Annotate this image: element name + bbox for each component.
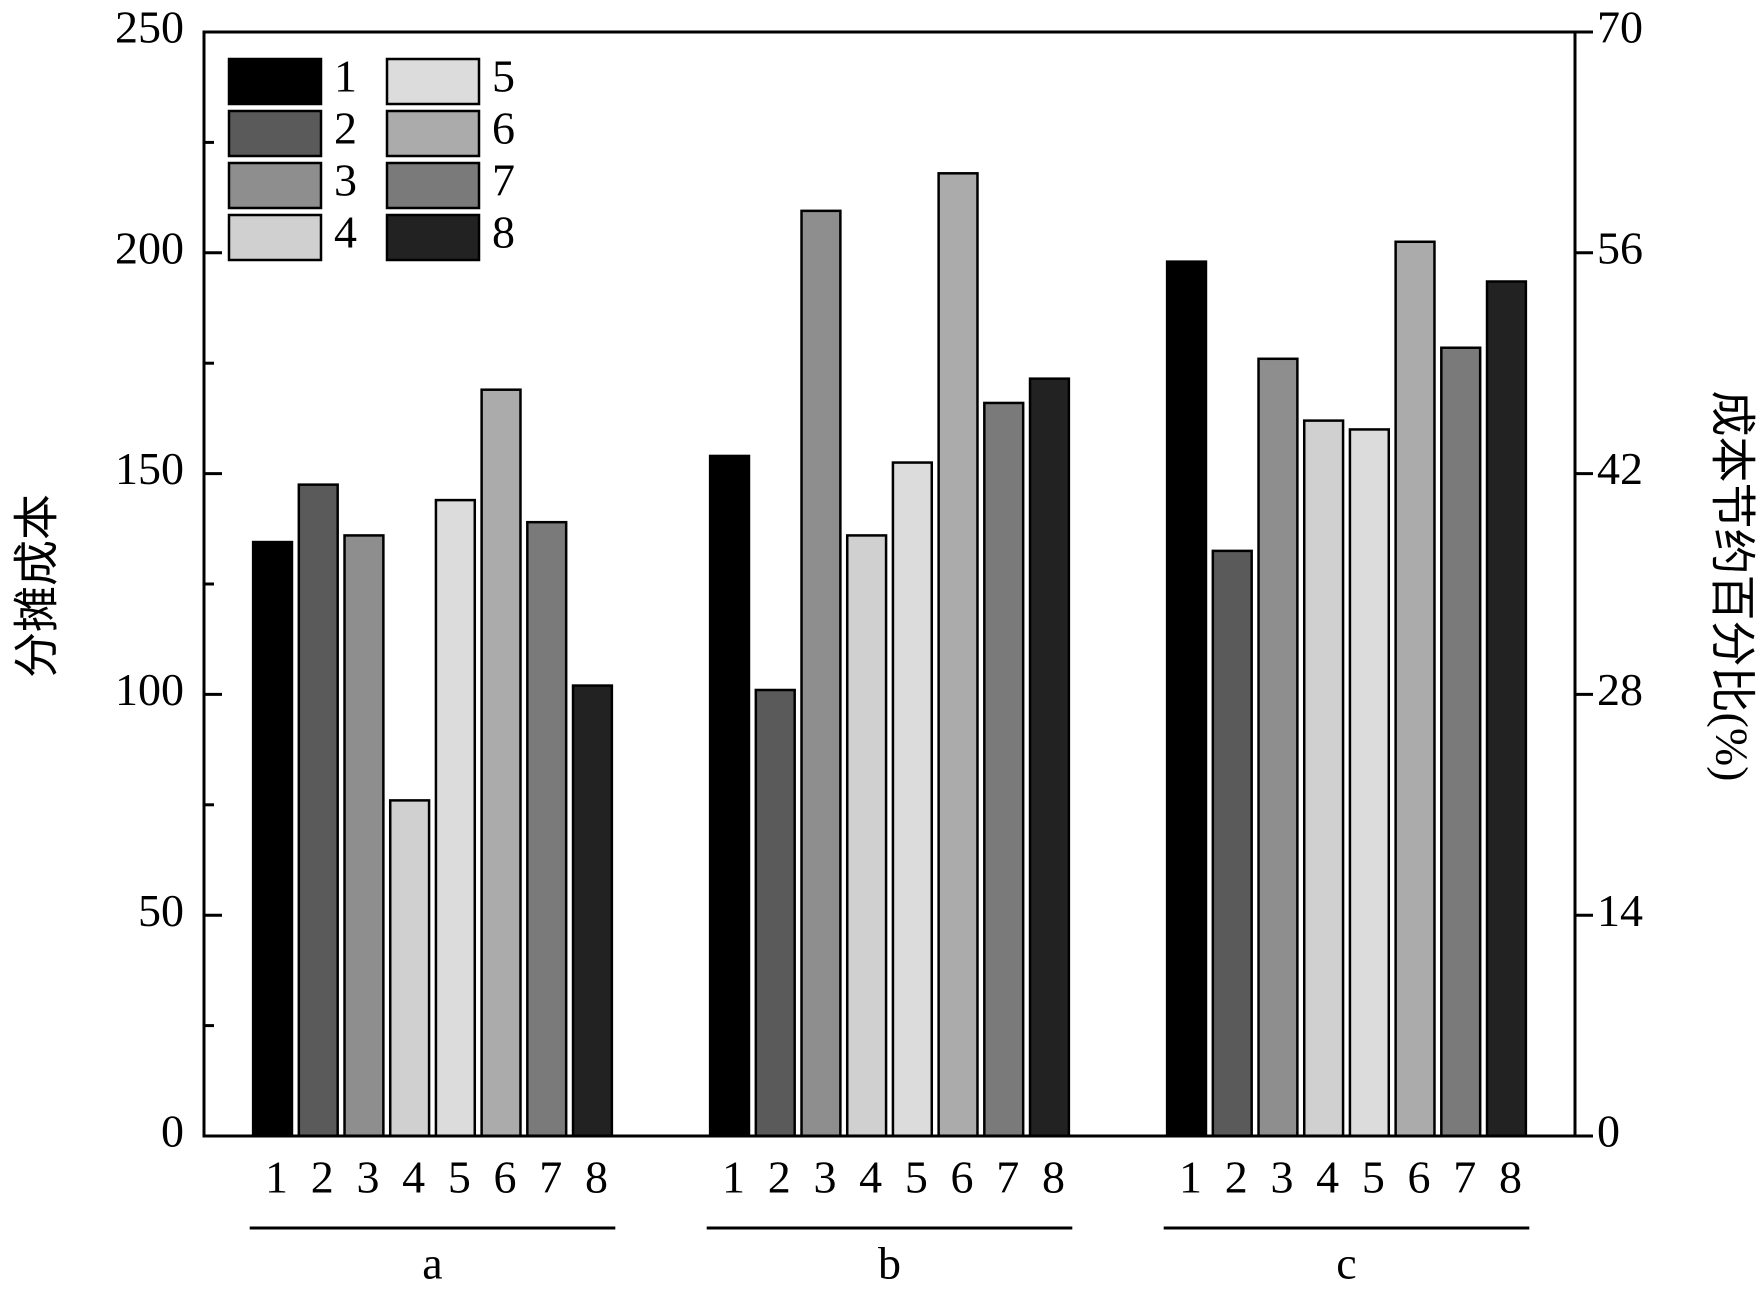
legend-swatch	[385, 109, 481, 158]
legend-swatch	[227, 57, 323, 106]
bar	[754, 688, 796, 1138]
bar	[571, 684, 614, 1138]
bar	[388, 799, 431, 1138]
x-tick-label: 8	[1499, 1152, 1522, 1203]
bar	[983, 401, 1025, 1138]
bar	[1348, 428, 1391, 1138]
x-tick-label: 5	[448, 1152, 471, 1203]
x-tick-label: 6	[494, 1152, 517, 1203]
bar	[1302, 419, 1345, 1138]
bar	[891, 461, 934, 1138]
bar	[1165, 260, 1208, 1138]
y-tick-label: 150	[115, 443, 184, 494]
bar	[1028, 377, 1071, 1138]
y-axis-label: 分摊成本	[12, 494, 63, 678]
x-tick-label: 8	[585, 1152, 608, 1203]
bar	[937, 172, 979, 1138]
legend-swatch	[227, 109, 323, 158]
x-tick-label: 4	[402, 1152, 425, 1203]
x-tick-label: 1	[722, 1152, 745, 1203]
x-tick-label: 5	[1362, 1152, 1385, 1203]
x-tick-label: 3	[813, 1152, 836, 1203]
bar	[1211, 549, 1253, 1138]
x-tick-label: 6	[951, 1152, 974, 1203]
x-group-label: b	[878, 1238, 901, 1289]
x-group-label: a	[422, 1238, 442, 1289]
x-tick-label: 8	[1042, 1152, 1065, 1203]
x-tick-label: 4	[1316, 1152, 1339, 1203]
y2-axis-label: 成本节约百分比(%)	[1706, 391, 1757, 782]
y2-tick-label: 70	[1597, 2, 1643, 53]
bar	[480, 388, 522, 1138]
legend-label: 6	[492, 103, 515, 154]
bar	[708, 454, 751, 1138]
bar	[1257, 357, 1299, 1138]
bar	[1440, 346, 1482, 1138]
bar	[800, 209, 842, 1138]
legend-label: 4	[334, 207, 357, 258]
legend-label: 2	[334, 103, 357, 154]
bar	[297, 483, 339, 1138]
y-tick-label: 50	[138, 885, 184, 936]
legend-label: 7	[492, 155, 515, 206]
bar	[434, 498, 477, 1138]
bar	[526, 520, 568, 1138]
y-tick-label: 200	[115, 222, 184, 273]
x-tick-label: 4	[859, 1152, 882, 1203]
legend-swatch	[227, 161, 323, 210]
legend-label: 3	[334, 155, 357, 206]
x-tick-label: 7	[539, 1152, 562, 1203]
y-tick-label: 100	[115, 664, 184, 715]
x-tick-label: 2	[768, 1152, 791, 1203]
x-tick-label: 2	[311, 1152, 334, 1203]
legend-swatch	[385, 57, 481, 106]
legend-label: 1	[334, 51, 357, 102]
legend-swatch	[385, 213, 481, 262]
legend-label: 5	[492, 51, 515, 102]
legend-swatch	[385, 161, 481, 210]
bar	[1485, 280, 1528, 1138]
x-tick-label: 3	[356, 1152, 379, 1203]
y2-tick-label: 14	[1597, 885, 1643, 936]
x-tick-label: 1	[1179, 1152, 1202, 1203]
y2-tick-label: 28	[1597, 664, 1643, 715]
y-tick-label: 250	[115, 2, 184, 53]
x-tick-label: 6	[1408, 1152, 1431, 1203]
y-tick-label: 0	[161, 1106, 184, 1157]
x-tick-label: 5	[905, 1152, 928, 1203]
x-group-label: c	[1336, 1238, 1356, 1289]
y2-tick-label: 0	[1597, 1106, 1620, 1157]
x-tick-label: 1	[265, 1152, 288, 1203]
x-tick-label: 2	[1225, 1152, 1248, 1203]
bar	[251, 540, 294, 1138]
legend-label: 8	[492, 207, 515, 258]
y2-tick-label: 42	[1597, 443, 1643, 494]
x-tick-label: 7	[996, 1152, 1019, 1203]
x-tick-label: 3	[1270, 1152, 1293, 1203]
x-tick-label: 7	[1453, 1152, 1476, 1203]
legend-swatch	[227, 213, 323, 262]
bar	[343, 534, 385, 1138]
bar	[1394, 240, 1436, 1138]
y2-tick-label: 56	[1597, 222, 1643, 273]
bar	[845, 534, 888, 1138]
